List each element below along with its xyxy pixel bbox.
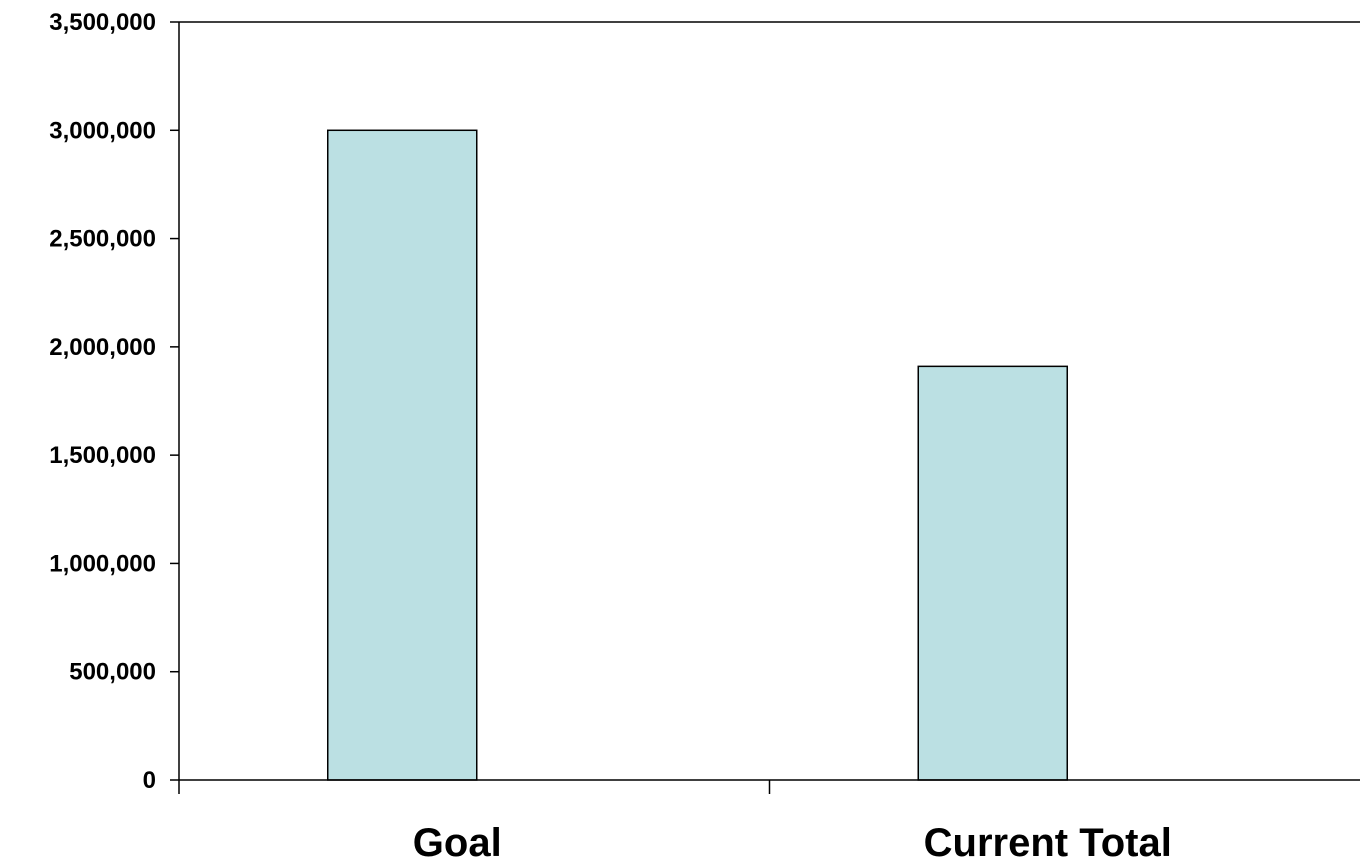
y-tick-label: 500,000 bbox=[69, 659, 156, 686]
x-category-label: Goal bbox=[413, 821, 502, 860]
y-tick-label: 2,000,000 bbox=[49, 334, 156, 361]
bars bbox=[327, 129, 1068, 781]
bar-goal bbox=[327, 129, 478, 781]
x-category-label: Current Total bbox=[924, 821, 1172, 860]
y-axis: 0 500,000 1,000,000 1,500,000 2,000,000 2,500… bbox=[49, 9, 180, 794]
y-tick-label: 3,500,000 bbox=[49, 9, 156, 36]
bar-current-total bbox=[917, 365, 1068, 781]
x-axis: Goal Current Total bbox=[178, 779, 1360, 860]
y-tick-label: 2,500,000 bbox=[49, 226, 156, 253]
y-tick-label: 3,000,000 bbox=[49, 117, 156, 144]
y-tick-label: 0 bbox=[143, 767, 156, 794]
y-tick-label: 1,000,000 bbox=[49, 550, 156, 577]
y-tick-label: 1,500,000 bbox=[49, 442, 156, 469]
